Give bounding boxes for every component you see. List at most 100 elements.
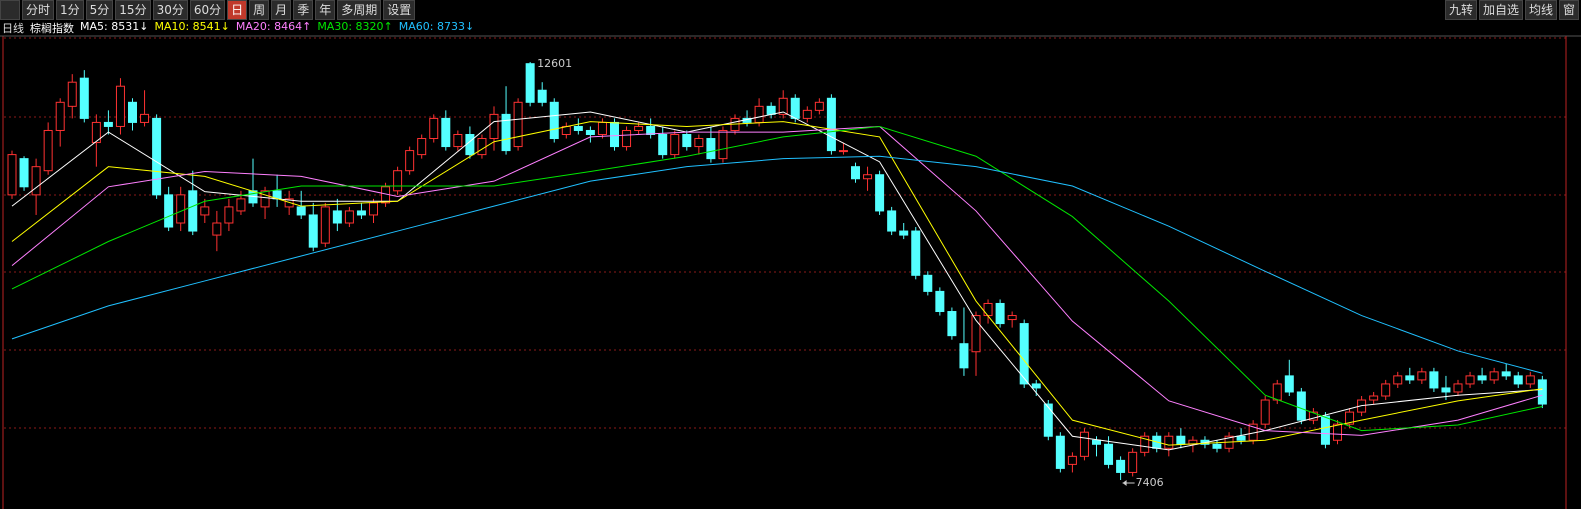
candle-body <box>549 101 559 140</box>
period-tab[interactable]: 年 <box>315 0 336 20</box>
ma-line <box>11 121 1543 446</box>
tool-button[interactable]: 均线 <box>1524 0 1557 20</box>
period-tab[interactable]: 5分 <box>85 0 114 20</box>
candle-body <box>1501 371 1511 377</box>
period-tab[interactable]: 月 <box>271 0 292 20</box>
candle-body <box>393 170 403 192</box>
legend-entry: MA10: 8541↓ <box>154 20 230 33</box>
candle-body <box>1079 431 1089 457</box>
candle-body <box>525 63 535 103</box>
candle-body <box>911 230 921 276</box>
candle-body <box>19 158 29 188</box>
candle-body <box>1537 379 1547 405</box>
candle-body <box>115 85 125 127</box>
candle-body <box>405 150 415 172</box>
candle-body <box>682 133 692 148</box>
tool-button[interactable]: 加自选 <box>1478 0 1523 20</box>
period-tab[interactable]: 设置 <box>383 0 416 20</box>
menu-icon[interactable] <box>0 0 20 20</box>
candle-body <box>658 133 668 156</box>
period-tab[interactable]: 分时 <box>22 0 55 20</box>
candle-body <box>1513 375 1523 385</box>
legend-entry: MA20: 8464↑ <box>235 20 312 33</box>
candle-body <box>585 129 595 135</box>
candle-body <box>477 138 487 156</box>
candle-body <box>67 81 77 107</box>
candle-body <box>778 97 788 115</box>
candle-body <box>814 101 824 111</box>
candle-body <box>670 133 680 156</box>
ma-line <box>11 125 1543 436</box>
candle-body <box>31 166 41 196</box>
candle-body <box>1284 375 1294 393</box>
candle-body <box>766 105 776 115</box>
candle-body <box>1489 371 1499 381</box>
candle-body <box>646 125 656 135</box>
candle-body <box>43 129 53 172</box>
candle-body <box>1212 443 1222 449</box>
period-tab[interactable]: 周 <box>249 0 270 20</box>
candle-body <box>441 117 451 148</box>
candle-body <box>851 166 860 180</box>
candle-body <box>610 121 619 148</box>
tool-button[interactable]: 窗 <box>1558 0 1579 20</box>
candle-body <box>947 311 957 337</box>
right-tools: 九转 加自选 均线窗 <box>1444 0 1579 20</box>
candle-body <box>1043 403 1053 437</box>
period-tab[interactable]: 15分 <box>115 0 151 20</box>
candle-body <box>1260 399 1270 425</box>
candle-body <box>1019 323 1029 385</box>
toolbar: 分时 1分 5分 15分 30分 60分日周月季年多周期 设置 <box>0 0 416 20</box>
candle-body <box>260 190 270 208</box>
period-tab[interactable]: 季 <box>293 0 314 20</box>
grid <box>4 37 1566 429</box>
candle-body <box>332 210 342 224</box>
period-tab[interactable]: 1分 <box>56 0 84 20</box>
period-tab[interactable]: 60分 <box>189 0 226 20</box>
candle-body <box>1429 371 1439 389</box>
candle-body <box>55 101 65 131</box>
candle-body <box>1140 435 1150 453</box>
legend-entry: MA5: 8531↓ <box>80 20 149 33</box>
candle-body <box>1393 375 1403 385</box>
candle-body <box>152 117 162 196</box>
candle-body <box>802 109 812 119</box>
candle-body <box>465 133 475 156</box>
candle-body <box>983 302 993 317</box>
candle-body <box>1116 459 1126 473</box>
candle-body <box>754 105 764 123</box>
ma-line <box>11 125 1543 432</box>
tool-button[interactable]: 九转 <box>1444 0 1477 20</box>
low-label: 7406 <box>1136 476 1164 489</box>
candle-body <box>344 210 354 224</box>
candle-body <box>200 206 210 216</box>
candle-body <box>429 117 439 140</box>
period-tab[interactable]: 日 <box>227 0 248 20</box>
candle-body <box>573 125 583 131</box>
candle-body <box>176 194 186 224</box>
candle-body <box>1104 443 1114 465</box>
candle-body <box>1345 411 1355 425</box>
candle-body <box>369 202 378 216</box>
candle-body <box>513 101 523 148</box>
legend-entry: MA60: 8733↓ <box>398 20 475 33</box>
candle-body <box>694 138 704 148</box>
candle-body <box>453 133 463 148</box>
period-tab[interactable]: 多周期 <box>337 0 382 20</box>
period-tab[interactable]: 30分 <box>152 0 188 20</box>
candle-body <box>356 210 366 216</box>
candle-body <box>706 138 716 160</box>
candle-body <box>935 290 945 313</box>
candle-body <box>887 210 897 232</box>
candle-body <box>417 138 427 156</box>
candle-body <box>308 214 318 248</box>
candle-body <box>1296 391 1306 421</box>
candle-body <box>501 113 511 152</box>
candle-body <box>320 206 330 244</box>
candle-body <box>7 154 17 196</box>
candle-body <box>1525 375 1535 385</box>
candle-body <box>995 302 1005 325</box>
candle-body <box>899 230 909 236</box>
candle-body <box>188 190 198 232</box>
candle-body <box>838 150 848 153</box>
